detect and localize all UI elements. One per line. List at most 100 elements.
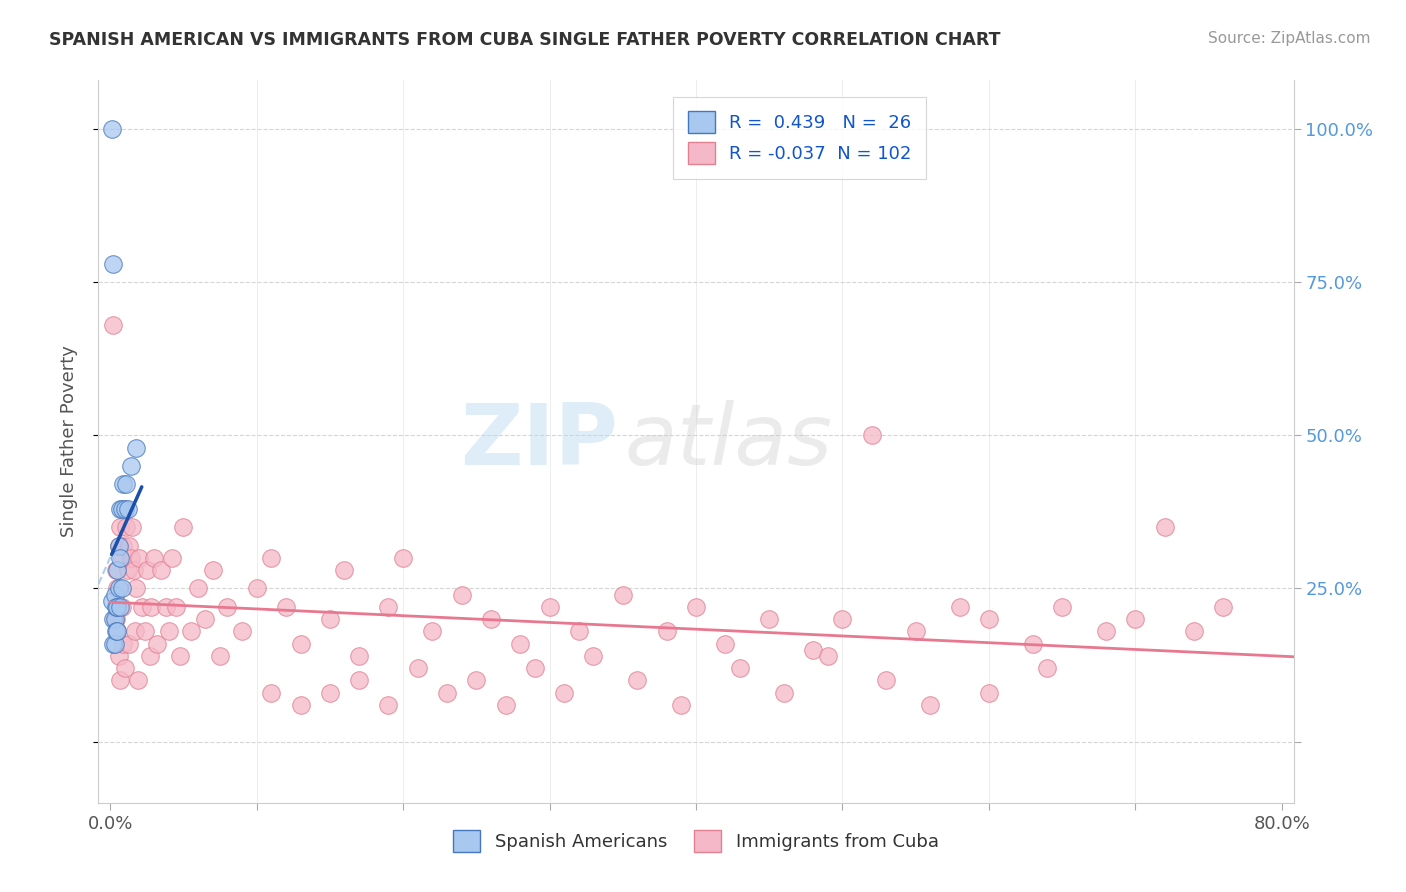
Point [110,673,132,688]
Point [626,673,648,688]
Point [655,624,678,639]
Point [377,599,399,614]
Point [290,637,312,651]
Point [110,520,132,534]
Text: SPANISH AMERICAN VS IMMIGRANTS FROM CUBA SINGLE FATHER POVERTY CORRELATION CHART: SPANISH AMERICAN VS IMMIGRANTS FROM CUBA… [49,31,1001,49]
Point [117,563,139,577]
Point [685,599,707,614]
Point [582,648,605,663]
Point [1153,520,1175,534]
Point [406,661,429,675]
Point [169,648,191,663]
Point [208,648,231,663]
Point [495,698,517,712]
Point [875,673,897,688]
Text: atlas: atlas [624,400,832,483]
Point [112,539,135,553]
Point [103,588,125,602]
Point [217,599,239,614]
Point [108,539,131,553]
Point [165,599,187,614]
Point [128,550,150,565]
Point [904,624,927,639]
Point [728,661,751,675]
Point [612,588,634,602]
Point [134,624,156,639]
Point [333,563,356,577]
Text: Source: ZipAtlas.com: Source: ZipAtlas.com [1208,31,1371,46]
Point [977,612,1000,626]
Point [121,520,143,534]
Point [114,502,136,516]
Point [671,698,693,712]
Point [101,257,124,271]
Point [112,637,135,651]
Point [319,685,342,699]
Point [117,502,139,516]
Point [107,563,129,577]
Point [114,502,136,516]
Point [422,624,444,639]
Point [127,673,149,688]
Point [111,599,134,614]
Point [377,698,399,712]
Point [948,599,970,614]
Legend: Spanish Americans, Immigrants from Cuba: Spanish Americans, Immigrants from Cuba [446,822,946,859]
Point [110,502,132,516]
Point [125,582,148,596]
Point [101,637,124,651]
Point [120,458,142,473]
Point [135,563,157,577]
Point [194,612,217,626]
Point [347,648,370,663]
Point [319,612,342,626]
Point [523,661,546,675]
Point [1036,661,1059,675]
Point [100,593,122,607]
Point [509,637,531,651]
Point [758,612,780,626]
Point [125,441,148,455]
Point [120,550,142,565]
Text: ZIP: ZIP [461,400,619,483]
Point [122,563,145,577]
Point [1050,599,1073,614]
Point [260,550,283,565]
Point [115,520,138,534]
Point [479,612,502,626]
Point [105,599,128,614]
Point [714,637,737,651]
Point [436,685,458,699]
Point [103,612,125,626]
Point [817,648,839,663]
Point [231,624,253,639]
Point [180,624,202,639]
Point [831,612,853,626]
Point [157,624,180,639]
Point [107,582,129,596]
Point [150,563,173,577]
Point [141,599,163,614]
Point [124,624,146,639]
Point [201,563,224,577]
Point [538,599,561,614]
Point [172,520,194,534]
Point [773,685,796,699]
Point [118,637,141,651]
Point [274,599,297,614]
Point [860,428,883,442]
Point [131,599,153,614]
Point [1182,624,1205,639]
Point [107,624,129,639]
Point [100,122,122,136]
Point [392,550,415,565]
Point [347,673,370,688]
Point [112,477,135,491]
Point [1125,612,1147,626]
Point [111,502,134,516]
Point [105,612,128,626]
Point [110,550,132,565]
Point [115,477,138,491]
Point [108,539,131,553]
Point [155,599,177,614]
